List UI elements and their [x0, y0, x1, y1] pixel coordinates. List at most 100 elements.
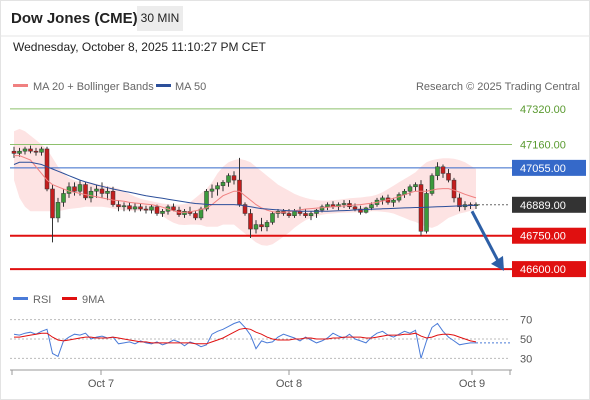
x-axis-tick-label: Oct 9 — [459, 378, 485, 390]
candle-body — [286, 213, 292, 216]
bollinger-mid-line — [14, 155, 477, 213]
bollinger-legend-swatch — [13, 84, 28, 87]
candle-body — [105, 190, 110, 194]
rsi-tick-label: 50 — [520, 334, 532, 346]
x-axis-tick-label: Oct 8 — [276, 378, 302, 390]
timeframe-button[interactable]: 30 MIN — [137, 6, 183, 31]
bollinger-legend-label: MA 20 + Bollinger Bands — [33, 81, 154, 93]
candle-body — [22, 148, 28, 152]
candle-body — [154, 206, 160, 214]
price-level-label: 46750.00 — [520, 231, 566, 243]
current-price-label: 46889.00 — [520, 200, 566, 212]
candle-body — [99, 188, 105, 194]
candle-body — [44, 148, 50, 190]
price-level-label: 47160.00 — [520, 140, 566, 152]
candle-body — [259, 224, 264, 228]
candle-body — [193, 213, 198, 219]
candle-body — [94, 188, 99, 192]
candle-body — [292, 211, 297, 216]
forecast-arrow-head — [491, 255, 504, 271]
candle-body — [363, 207, 369, 213]
rsi-ma-legend-swatch — [62, 297, 77, 300]
credit-label: Research © 2025 Trading Central — [416, 81, 580, 93]
candle-body — [209, 188, 215, 192]
candle-body — [182, 211, 187, 215]
candle-body — [319, 206, 325, 211]
candle-body — [204, 190, 209, 210]
candle-body — [127, 205, 132, 210]
candle-body — [149, 206, 154, 211]
candle-body — [451, 179, 457, 199]
candle-body — [77, 184, 83, 192]
candle-body — [83, 184, 88, 199]
candle-body — [303, 213, 308, 216]
candle-body — [264, 222, 270, 228]
price-level-badge — [512, 159, 586, 176]
current-price-badge — [512, 196, 586, 213]
candle-body — [121, 205, 127, 208]
candle-body — [138, 206, 143, 210]
rsi-tick-label: 70 — [520, 315, 532, 327]
moving-average-layer — [13, 155, 504, 271]
candle-body — [413, 184, 418, 188]
price-level-label: 46600.00 — [520, 264, 566, 276]
candle-body — [314, 209, 319, 214]
rsi-legend-label: RSI — [33, 294, 51, 306]
candle-body — [33, 150, 39, 153]
chart-header: Dow Jones (CME) 30 MIN — [0, 0, 590, 36]
candle-body — [215, 185, 220, 190]
candle-body — [341, 203, 347, 205]
bollinger-band-layer — [14, 128, 476, 246]
rsi-legend-swatch — [13, 297, 28, 300]
ma50-line — [13, 161, 477, 212]
candle-body — [55, 202, 61, 219]
x-axis-tick-label: Oct 7 — [88, 378, 114, 390]
candle-body — [446, 173, 451, 181]
candle-body — [325, 204, 330, 208]
candle-body — [171, 206, 176, 211]
price-level-badge — [512, 227, 586, 244]
forecast-arrow-shaft — [470, 210, 500, 262]
rsi-legend: RSI 9MA — [13, 294, 105, 306]
candle-body — [231, 175, 237, 181]
candle-body — [143, 208, 149, 211]
x-axis: Oct 7 Oct 8 Oct 9 — [11, 370, 511, 390]
bollinger-band-fill — [14, 128, 476, 246]
candle-body — [380, 197, 385, 201]
candle-body — [440, 166, 446, 174]
candle-body — [88, 190, 94, 199]
candle-body — [160, 211, 165, 214]
candle-body — [226, 175, 231, 183]
candle-body — [220, 182, 226, 186]
rsi-panel: 70 50 30 — [10, 315, 532, 365]
candle-body — [308, 213, 314, 216]
price-legend: MA 20 + Bollinger Bands MA 50 Research ©… — [13, 81, 580, 93]
rsi-ma-legend-label: 9MA — [82, 294, 105, 306]
ma50-legend-label: MA 50 — [175, 81, 206, 93]
candle-body — [198, 208, 204, 219]
candle-body — [17, 150, 22, 154]
candle-body — [369, 204, 374, 209]
rsi-tick-label: 30 — [520, 353, 532, 365]
rsi-ma-line — [14, 327, 477, 345]
candle-body — [50, 188, 55, 219]
candle-body — [407, 186, 413, 192]
price-level-label: 47320.00 — [520, 104, 566, 116]
candle-body — [39, 148, 44, 153]
candle-body — [28, 148, 33, 152]
candle-body — [116, 204, 121, 208]
candle-body — [429, 175, 435, 194]
candle-body — [270, 213, 275, 223]
candle-body — [435, 166, 440, 176]
price-level-layer — [10, 108, 512, 271]
candle-body — [11, 150, 17, 154]
candle-body — [72, 186, 77, 192]
candle-body — [61, 193, 66, 203]
candle-body — [242, 204, 248, 214]
candle-body — [352, 206, 358, 210]
candle-body — [358, 208, 363, 213]
instrument-title: Dow Jones (CME) — [11, 10, 138, 27]
candle-body — [391, 199, 396, 203]
chart-datetime: Wednesday, October 8, 2025 11:10:27 PM C… — [13, 40, 266, 54]
